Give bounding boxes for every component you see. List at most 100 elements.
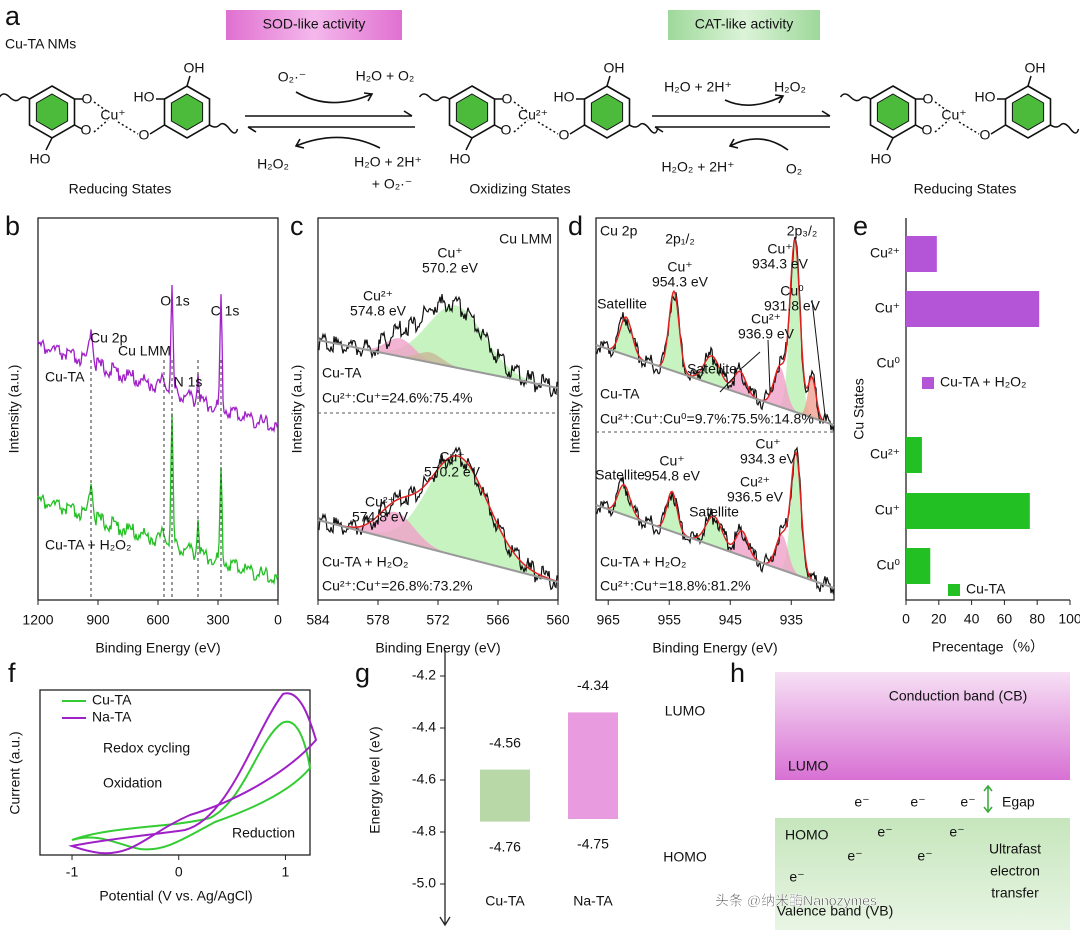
watermark: 头条 @纳米酶Nanozymes (715, 893, 877, 909)
peak-label: 570.2 eV (424, 464, 481, 480)
panel-label: e (853, 211, 868, 241)
peak-label: Cu²⁺ (740, 474, 770, 490)
atom: O (923, 91, 934, 107)
level-label: LUMO (788, 758, 829, 774)
hydroxyl: HO (975, 89, 996, 105)
spectrum (37, 284, 279, 434)
legend-swatch (922, 377, 934, 389)
legend-label: Cu-TA (966, 581, 1006, 597)
panel-label: c (290, 211, 304, 241)
reactant: H₂O + 2H⁺ (664, 79, 732, 95)
y-tick-label: Cu⁰ (876, 557, 900, 573)
baseline (317, 339, 559, 389)
y-axis-label: Intensity (a.u.) (567, 365, 583, 454)
x-tick-label: 1 (282, 864, 290, 880)
electron: e⁻ (960, 794, 975, 810)
cv-curve (68, 692, 318, 855)
satellite-label: Satellite (597, 296, 647, 312)
x-tick-label: 0 (175, 864, 183, 880)
x-tick-label: 935 (780, 612, 804, 628)
state-label: Oxidizing States (469, 181, 570, 197)
x-tick-label: 578 (366, 612, 390, 628)
level-label: HOMO (663, 849, 707, 865)
sample-label: Cu-TA + H₂O₂ (322, 554, 408, 570)
hydroxyl: HO (450, 151, 471, 167)
note: Oxidation (103, 775, 162, 791)
sod-badge (226, 10, 402, 40)
x-axis-label: Potential (V vs. Ag/AgCl) (99, 888, 252, 904)
valence-band (775, 818, 1070, 930)
y-tick-label: Cu⁺ (875, 502, 900, 518)
product: H₂O₂ (774, 79, 806, 95)
atom: O (139, 127, 150, 143)
level-label: HOMO (785, 827, 829, 843)
x-tick-label: 900 (86, 612, 110, 628)
peak-label: Cu⁺ (437, 245, 462, 261)
state-label: Reducing States (914, 181, 1017, 197)
x-axis-label: Binding Energy (eV) (375, 640, 500, 656)
fit (595, 237, 835, 426)
cat-badge (668, 10, 820, 40)
electron: e⁻ (949, 824, 964, 840)
fit-area (318, 455, 558, 582)
egap-label: Egap (1002, 794, 1035, 810)
panel-label: d (568, 211, 583, 241)
baseline (595, 504, 835, 589)
x-tick-label: 965 (597, 612, 621, 628)
baseline (595, 344, 835, 426)
value-label: -4.34 (577, 677, 609, 693)
electron: e⁻ (910, 794, 925, 810)
bar (480, 769, 530, 822)
transfer-label: electron (990, 863, 1040, 879)
peak-label: 931.8 eV (764, 298, 821, 314)
x-tick-label: 60 (997, 611, 1013, 627)
hydroxyl: OH (1025, 60, 1046, 76)
x-axis-label: Precentage（%） (932, 639, 1044, 655)
conduction-band (775, 672, 1070, 780)
peak-label: Cu²⁺ (365, 494, 395, 510)
hydroxyl: HO (30, 151, 51, 167)
peak-label: C 1s (211, 303, 240, 319)
transfer-label: transfer (991, 885, 1039, 901)
peak-label: 954.3 eV (652, 274, 709, 290)
panel-label: b (5, 211, 20, 241)
y-tick-label: -5.0 (412, 875, 436, 891)
peak-label: N 1s (174, 374, 203, 390)
hydroxyl: OH (604, 60, 625, 76)
legend-swatch (948, 584, 960, 596)
electron: e⁻ (877, 824, 892, 840)
axis-g (439, 650, 451, 927)
y-tick-label: Cu²⁺ (870, 245, 900, 261)
peak-label: Cu⁺ (439, 449, 464, 465)
x-tick-label: -1 (66, 864, 79, 880)
atom: O (502, 91, 513, 107)
y-tick-label: -4.6 (412, 771, 436, 787)
x-tick-label: 40 (964, 611, 980, 627)
atom: O (559, 127, 570, 143)
peak-label: Cu⁺ (767, 241, 792, 257)
transfer-label: Ultrafast (989, 841, 1041, 857)
peak-label: Cu⁺ (755, 436, 780, 452)
x-tick-label: 560 (546, 612, 570, 628)
legend-label: Cu-TA (92, 692, 132, 708)
orbital-label: 2p₃/₂ (787, 223, 818, 239)
x-tick-label: 0 (274, 612, 282, 628)
satellite-label: Satellite (595, 467, 645, 483)
peak-label: Cu⁰ (780, 283, 804, 299)
panel-label: f (8, 658, 16, 688)
peak-label: 936.5 eV (727, 489, 784, 505)
hydroxyl: OH (184, 60, 205, 76)
product: + O₂·⁻ (372, 176, 412, 192)
peak-label: 570.2 eV (422, 260, 479, 276)
peak-label: Cu⁺ (667, 259, 692, 275)
peak-label: O 1s (160, 293, 190, 309)
x-tick-label: 566 (486, 612, 510, 628)
peak-label: 574.8 eV (352, 509, 409, 525)
ratio-label: Cu²⁺:Cu⁺=24.6%:75.4% (322, 390, 473, 406)
x-tick-label: 20 (931, 611, 947, 627)
panel-title: Cu LMM (499, 231, 552, 247)
x-tick-label: Na-TA (573, 893, 613, 909)
egap-arrow (983, 784, 993, 814)
peak-label: Cu⁺ (659, 453, 684, 469)
electron: e⁻ (789, 869, 804, 885)
